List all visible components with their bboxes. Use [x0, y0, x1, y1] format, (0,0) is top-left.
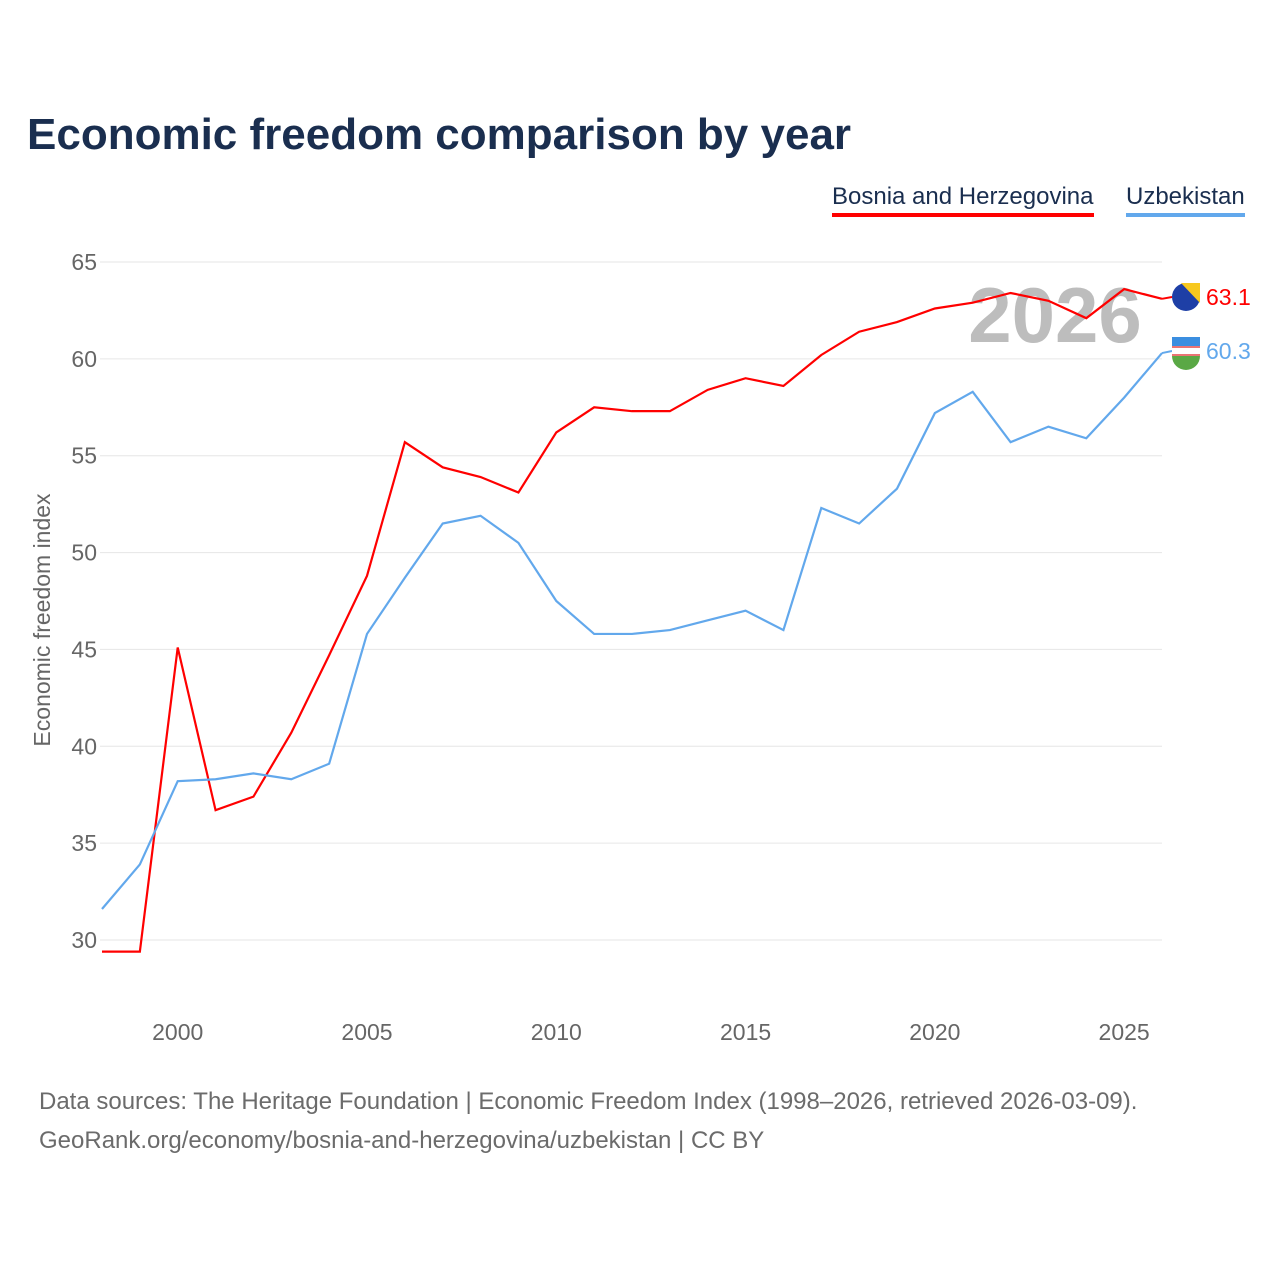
- end-connector: [1161, 296, 1173, 300]
- y-tick-label: 55: [71, 443, 97, 469]
- legend-uzbekistan[interactable]: Uzbekistan: [1126, 183, 1245, 217]
- y-tick-label: 40: [71, 733, 97, 759]
- x-tick-label: 2010: [531, 1019, 582, 1045]
- y-tick-label: 60: [71, 346, 97, 372]
- source-line: Data sources: The Heritage Foundation | …: [39, 1088, 1138, 1115]
- end-connector: [1161, 350, 1173, 355]
- series-line-bosnia: [102, 287, 1163, 953]
- y-axis-label: Economic freedom index: [29, 493, 55, 747]
- y-tick-label: 65: [71, 249, 97, 275]
- uzbekistan-flag-icon: [1172, 337, 1200, 346]
- url-line[interactable]: GeoRank.org/economy/bosnia-and-herzegovi…: [39, 1127, 765, 1154]
- x-tick-label: 2025: [1099, 1019, 1150, 1045]
- end-value-label: 63.1: [1206, 284, 1251, 310]
- bosnia-flag-triangle: [1181, 283, 1200, 303]
- end-value-label: 60.3: [1206, 338, 1251, 364]
- x-tick-label: 2015: [720, 1019, 771, 1045]
- y-tick-label: 50: [71, 540, 97, 566]
- series-line-uzbekistan: [101, 352, 1163, 910]
- y-tick-label: 45: [71, 636, 97, 662]
- x-tick-label: 2005: [341, 1019, 392, 1045]
- y-tick-label: 35: [71, 830, 97, 856]
- y-tick-label: 30: [71, 927, 97, 953]
- year-watermark: 2026: [968, 271, 1142, 359]
- uzbekistan-flag-white: [1172, 346, 1200, 356]
- legend-bosnia[interactable]: Bosnia and Herzegovina: [832, 183, 1094, 217]
- chart-title: Economic freedom comparison by year: [27, 110, 852, 159]
- x-tick-label: 2000: [152, 1019, 203, 1045]
- x-tick-label: 2020: [909, 1019, 960, 1045]
- uzbekistan-flag-green: [1172, 356, 1200, 370]
